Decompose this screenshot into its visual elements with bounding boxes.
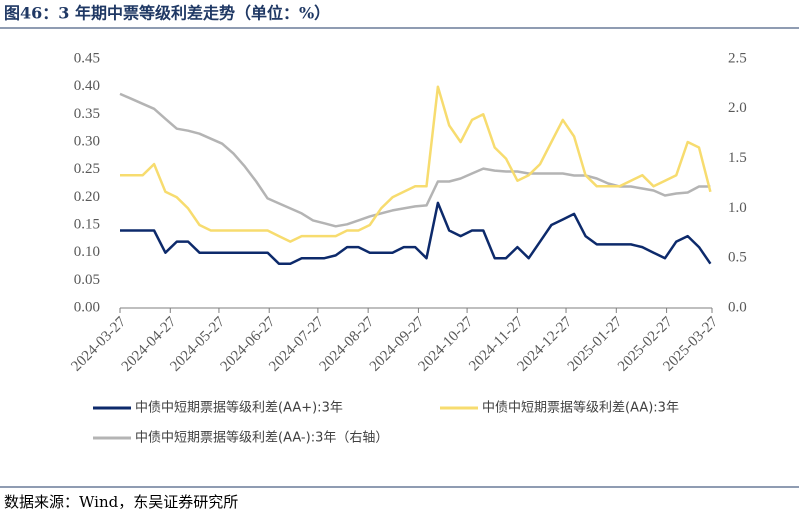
source: 数据来源：Wind，东吴证券研究所: [4, 493, 238, 511]
y-tick-label: 0.25: [74, 161, 100, 177]
y2-tick-label: 2.0: [728, 100, 747, 116]
y2-tick-label: 1.5: [728, 150, 747, 166]
y2-tick-label: 2.5: [728, 50, 747, 66]
y2-tick-label: 1.0: [728, 200, 747, 216]
y-tick-label: 0.05: [74, 272, 100, 288]
chart-title: 图46：3 年期中票等级利差走势（单位：%）: [4, 4, 330, 23]
y-tick-label: 0.35: [74, 106, 100, 122]
y-tick-label: 0.20: [74, 189, 100, 205]
series-line: [120, 85, 712, 243]
y-tick-label: 0.10: [74, 244, 100, 260]
legend-label: 中债中短期票据等级利差(AA):3年: [482, 400, 679, 416]
y-tick-label: 0.40: [74, 78, 100, 94]
y-tick-label: 0.00: [74, 299, 100, 315]
series-line: [120, 201, 712, 265]
y-tick-label: 0.45: [74, 50, 100, 66]
y2-tick-label: 0.5: [728, 250, 747, 266]
y-tick-label: 0.30: [74, 133, 100, 149]
y-tick-label: 0.15: [74, 216, 100, 232]
y2-tick-label: 0.0: [728, 299, 747, 315]
series-line: [119, 92, 711, 228]
legend-label: 中债中短期票据等级利差(AA+):3年: [135, 400, 343, 416]
legend-label: 中债中短期票据等级利差(AA-):3年（右轴）: [135, 430, 388, 446]
